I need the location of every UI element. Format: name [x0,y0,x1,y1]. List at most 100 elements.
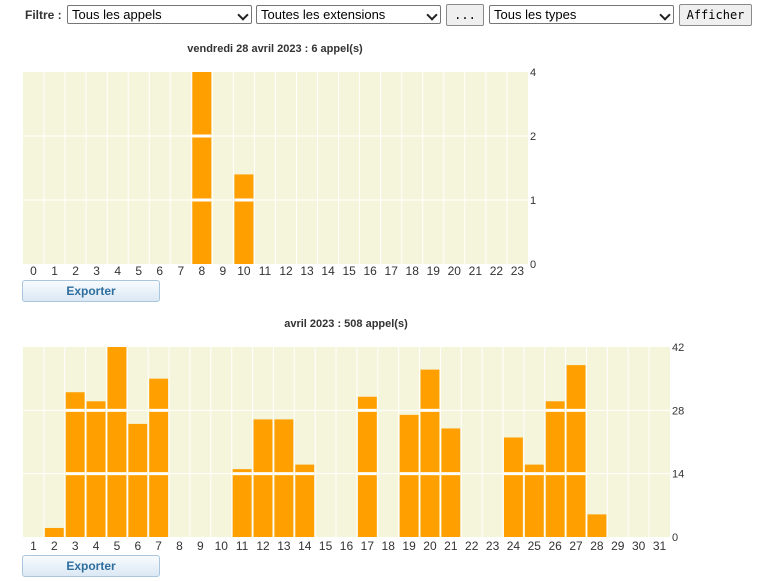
types-filter-value: Tous les types [494,7,577,22]
bar-gridline-band [504,472,523,476]
bar [357,396,377,537]
x-tick-label: 20 [423,539,437,553]
bar-gridline-band [192,134,212,138]
bar [234,174,254,264]
bar [274,419,294,537]
monthly-chart-title: avril 2023 : 508 appel(s) [284,318,408,330]
filter-label: Filtre : [25,8,62,22]
x-tick-label: 17 [361,539,375,553]
bar-gridline-band [566,472,586,476]
x-tick-label: 13 [300,264,314,278]
x-tick-label: 31 [653,539,667,553]
bar [504,437,523,537]
bar [44,527,64,537]
x-tick-label: 13 [277,539,291,553]
x-tick-label: 12 [256,539,270,553]
bar [192,72,212,264]
bar-gridline-band [357,408,377,412]
x-tick-label: 21 [444,539,458,553]
x-tick-label: 9 [220,264,227,278]
x-tick-label: 15 [319,539,333,553]
daily-chart-title: vendredi 28 avril 2023 : 6 appel(s) [187,43,363,55]
bar [253,419,273,537]
x-tick-label: 11 [236,539,249,553]
show-button[interactable]: Afficher [679,4,752,26]
x-tick-label: 20 [448,264,462,278]
bar [420,369,440,537]
x-tick-label: 6 [134,539,141,553]
x-tick-label: 28 [590,539,604,553]
bar-gridline-band [86,472,106,476]
calls-filter-value: Tous les appels [72,7,162,22]
x-tick-label: 4 [93,539,100,553]
extensions-filter-value: Toutes les extensions [261,7,386,22]
bar-gridline-band [192,198,212,202]
x-tick-label: 2 [51,539,58,553]
bar-gridline-band [357,472,377,476]
x-tick-label: 3 [72,539,79,553]
bar [295,464,315,537]
bar-gridline-band [86,408,106,412]
x-tick-label: 2 [72,264,79,278]
x-tick-label: 1 [30,539,37,553]
x-tick-label: 5 [114,539,121,553]
x-tick-label: 7 [177,264,184,278]
bar-gridline-band [274,472,294,476]
bar-gridline-band [65,408,85,412]
bar-gridline-band [420,472,440,476]
x-tick-label: 7 [155,539,162,553]
bar [65,392,85,537]
x-tick-label: 23 [511,264,525,278]
y-tick-label: 4 [530,67,536,79]
x-tick-label: 26 [549,539,563,553]
bar-gridline-band [65,472,85,476]
export-daily-button[interactable]: Exporter [22,280,160,302]
bar-gridline-band [420,408,440,412]
bar-gridline-band [107,408,127,412]
x-tick-label: 17 [385,264,399,278]
x-tick-label: 22 [490,264,504,278]
bar-gridline-band [295,472,315,476]
bar [128,423,148,537]
x-tick-label: 21 [469,264,483,278]
x-tick-label: 22 [465,539,479,553]
bar-gridline-band [399,472,419,476]
bar-gridline-band [149,472,169,476]
bar-gridline-band [441,472,461,476]
x-tick-label: 18 [382,539,396,553]
x-tick-label: 3 [93,264,100,278]
bar-gridline-band [107,472,127,476]
bar [86,401,106,537]
x-tick-label: 30 [632,539,646,553]
x-tick-label: 11 [259,264,272,278]
x-tick-label: 16 [340,539,354,553]
x-tick-label: 8 [176,539,183,553]
bar-gridline-band [149,408,169,412]
export-monthly-button[interactable]: Exporter [22,555,160,577]
bar [149,378,169,537]
bar-gridline-band [545,472,565,476]
x-tick-label: 6 [156,264,163,278]
x-tick-label: 15 [342,264,356,278]
bar-gridline-band [566,408,586,412]
bar [545,401,565,537]
x-tick-label: 8 [198,264,205,278]
y-tick-label: 28 [672,405,684,417]
calls-filter-select[interactable]: Tous les appels [67,5,252,24]
types-filter-select[interactable]: Tous les types [489,5,674,24]
x-tick-label: 1 [51,264,58,278]
y-tick-label: 2 [530,131,536,143]
y-tick-label: 1 [530,195,536,207]
x-tick-label: 10 [237,264,251,278]
bar-gridline-band [253,472,273,476]
x-tick-label: 0 [30,264,37,278]
more-extensions-button[interactable]: ... [446,4,484,26]
bar-gridline-band [232,472,252,476]
x-tick-label: 23 [486,539,500,553]
extensions-filter-select[interactable]: Toutes les extensions [256,5,441,24]
bar [107,347,127,537]
x-tick-label: 9 [197,539,204,553]
y-tick-label: 0 [530,259,536,271]
